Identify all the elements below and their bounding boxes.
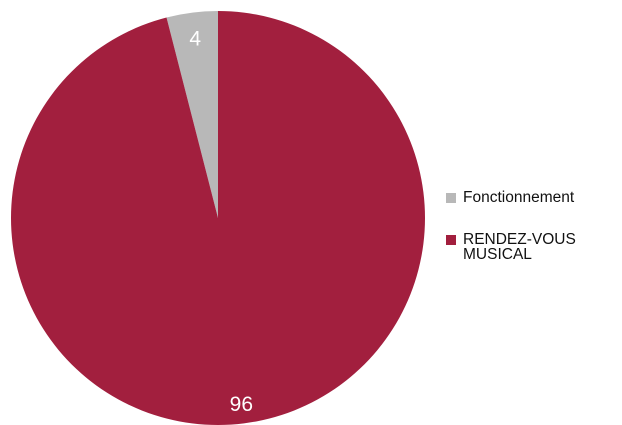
pie-chart: 4 96 — [10, 11, 426, 425]
legend-label-rendez-vous-musical: RENDEZ-VOUS MUSICAL — [463, 231, 576, 263]
data-label-fonctionnement: 4 — [189, 27, 201, 50]
legend-label-fonctionnement: Fonctionnement — [463, 189, 575, 206]
legend-item-rendez-vous-musical: RENDEZ-VOUS MUSICAL — [446, 232, 616, 262]
pie-slice-fonctionnement — [166, 11, 218, 218]
pie-slice-rendez-vous-musical — [10, 11, 426, 425]
legend-item-fonctionnement: Fonctionnement — [446, 190, 616, 205]
chart-legend: Fonctionnement RENDEZ-VOUS MUSICAL — [446, 190, 616, 289]
legend-swatch-rendez-vous-musical — [446, 235, 456, 245]
legend-swatch-fonctionnement — [446, 193, 456, 203]
data-label-rendez-vous-musical: 96 — [230, 393, 253, 416]
